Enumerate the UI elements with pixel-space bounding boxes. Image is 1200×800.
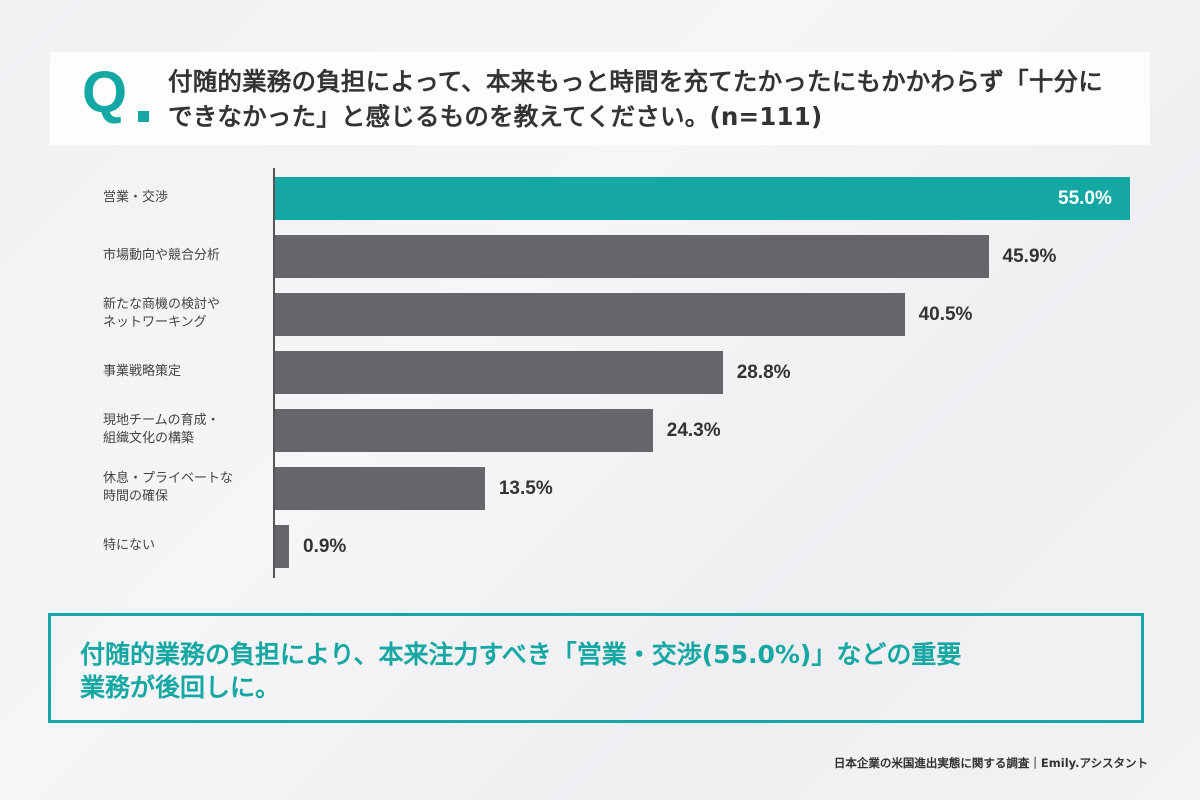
question-text: 付随的業務の負担によって、本来もっと時間を充てたかったにもかかわらず「十分に で… bbox=[168, 64, 1148, 134]
category-label-line-1: 営業・交渉 bbox=[103, 190, 169, 205]
question-box bbox=[50, 52, 1150, 145]
bar-value-label: 24.3% bbox=[666, 420, 721, 441]
bar-value-label: 55.0% bbox=[1058, 188, 1112, 209]
question-line-2: できなかった」と感じるものを教えてください。(n=111) bbox=[168, 102, 823, 131]
bar-value-label: 13.5% bbox=[498, 478, 553, 499]
question-marker-dot bbox=[138, 111, 149, 122]
bar bbox=[275, 525, 289, 568]
category-label: 新たな商機の検討や ネットワーキング bbox=[103, 296, 273, 332]
bar bbox=[275, 351, 723, 394]
category-label-line-1: 市場動向や競合分析 bbox=[103, 248, 221, 263]
bar-value-label: 40.5% bbox=[918, 304, 973, 325]
summary-text: 付随的業務の負担により、本来注力すべき「営業・交渉(55.0%)」などの重要 業… bbox=[80, 638, 1140, 704]
category-label-line-1: 特にない bbox=[103, 538, 156, 553]
summary-box bbox=[48, 613, 1144, 723]
category-label-line-1: 休息・プライベートな bbox=[103, 471, 234, 486]
question-marker: Q bbox=[82, 60, 128, 125]
category-label: 市場動向や競合分析 bbox=[103, 247, 273, 265]
bar-value-label: 28.8% bbox=[736, 362, 791, 383]
category-label: 営業・交渉 bbox=[103, 189, 273, 207]
bar bbox=[275, 409, 653, 452]
y-axis-line bbox=[273, 168, 275, 578]
category-label-line-2: ネットワーキング bbox=[103, 315, 207, 330]
bar-value-label: 45.9% bbox=[1002, 246, 1057, 267]
category-label: 休息・プライベートな 時間の確保 bbox=[103, 470, 273, 506]
category-label: 特にない bbox=[103, 537, 273, 555]
category-label: 現地チームの育成・ 組織文化の構築 bbox=[103, 412, 273, 448]
category-label-line-2: 組織文化の構築 bbox=[103, 431, 195, 446]
summary-line-1: 付随的業務の負担により、本来注力すべき「営業・交渉(55.0%)」などの重要 bbox=[80, 640, 962, 669]
summary-line-2: 業務が後回しに。 bbox=[80, 673, 281, 702]
category-label-line-1: 新たな商機の検討や bbox=[103, 297, 221, 312]
bar bbox=[275, 293, 905, 336]
category-label-line-2: 時間の確保 bbox=[103, 489, 169, 504]
category-label: 事業戦略策定 bbox=[103, 363, 273, 381]
category-label-line-1: 事業戦略策定 bbox=[103, 364, 182, 379]
category-label-line-1: 現地チームの育成・ bbox=[103, 413, 220, 428]
question-line-1: 付随的業務の負担によって、本来もっと時間を充てたかったにもかかわらず「十分に bbox=[168, 67, 1103, 96]
bar bbox=[275, 235, 989, 278]
bar-value-label: 0.9% bbox=[303, 536, 347, 557]
source-footer: 日本企業の米国進出実態に関する調査｜Emily.アシスタント bbox=[833, 756, 1148, 770]
bar bbox=[275, 177, 1130, 220]
bar bbox=[275, 467, 485, 510]
